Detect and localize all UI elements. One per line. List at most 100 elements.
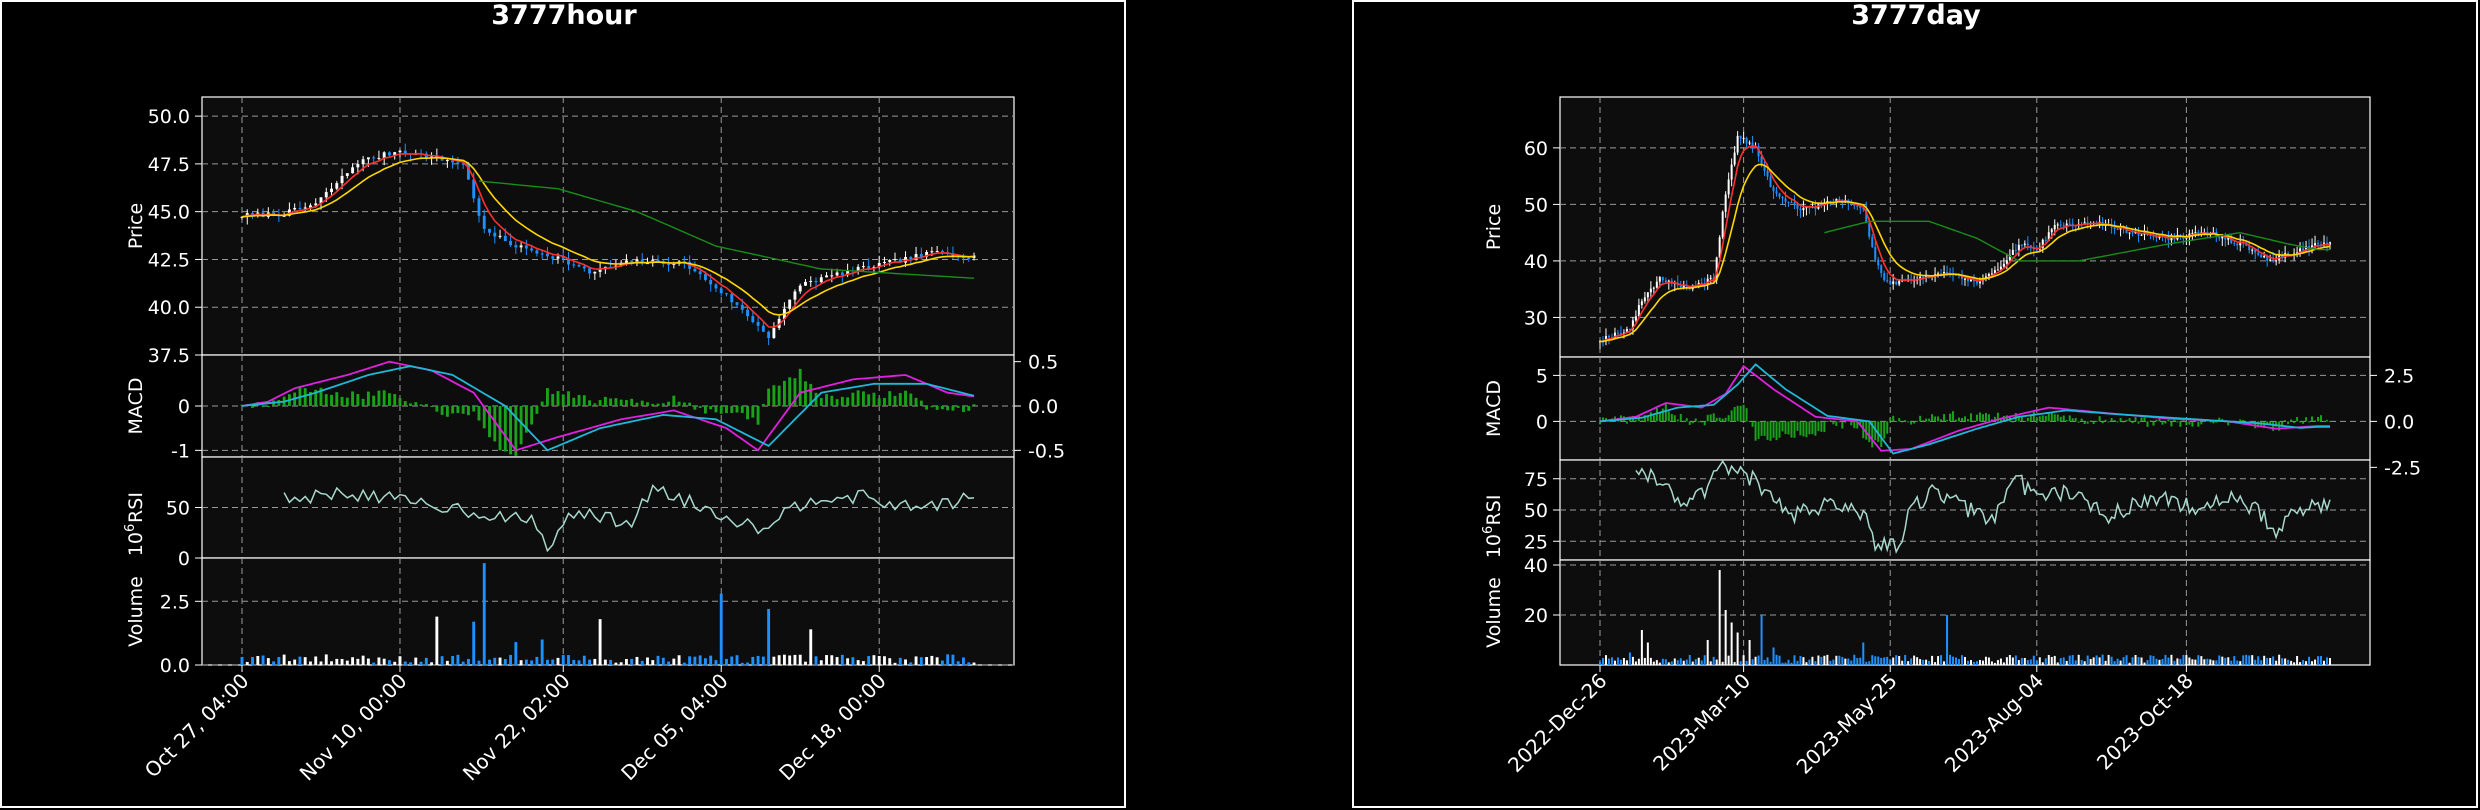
macd-hist-bar: [1808, 421, 1811, 435]
volume-bar: [2305, 661, 2308, 665]
volume-bar: [1981, 660, 1984, 665]
volume-bar: [630, 658, 634, 665]
macd-hist-bar: [430, 406, 434, 407]
volume-bar: [2251, 655, 2254, 665]
volume-bar: [482, 563, 486, 665]
macd-hist-bar: [1898, 418, 1901, 422]
macd-hist-bar: [1952, 411, 1955, 422]
macd-hist-bar: [888, 391, 892, 406]
macd-hist-bar: [2227, 421, 2230, 426]
candle-body: [1868, 223, 1871, 237]
macd-hist-bar: [972, 404, 976, 406]
candle-body: [2233, 243, 2236, 245]
macd-hist-bar: [893, 395, 897, 406]
macd-hist-bar: [1993, 416, 1996, 422]
candle-body: [2260, 254, 2263, 258]
macd-hist-bar: [1928, 418, 1931, 422]
macd-hist-bar: [846, 397, 850, 406]
macd-hist-bar: [2242, 419, 2245, 422]
candle-body: [1736, 135, 1739, 153]
macd-hist-bar: [1691, 421, 1694, 424]
volume-bar: [2038, 657, 2041, 665]
volume-bar: [1892, 657, 1895, 665]
macd-hist-bar: [1757, 421, 1760, 439]
macd-hist-bar: [725, 406, 728, 414]
macd-hist-bar: [962, 406, 965, 412]
vol-ylabel: Volume: [125, 576, 147, 647]
volume-bar: [2203, 659, 2206, 665]
macd-hist-bar: [2272, 421, 2275, 431]
macd-hist-bar: [540, 401, 544, 406]
volume-bar: [1883, 657, 1886, 665]
macd-hist-bar: [2320, 415, 2323, 422]
candle-body: [1625, 328, 1628, 333]
volume-bar: [1784, 662, 1787, 665]
macd-hist-bar: [372, 395, 376, 406]
volume-bar: [2101, 654, 2104, 665]
volume-bar: [361, 655, 365, 665]
volume-bar: [388, 660, 391, 665]
y-tick-label: 42.5: [148, 249, 190, 271]
y-tick-label: 0: [1536, 411, 1548, 433]
volume-bar: [1859, 657, 1862, 665]
candle-body: [630, 260, 634, 263]
volume-bar: [809, 629, 813, 665]
volume-bar: [835, 657, 839, 665]
volume-bar: [2188, 657, 2191, 665]
volume-bar: [1772, 647, 1775, 665]
volume-bar: [1685, 659, 1688, 665]
candle-body: [2326, 242, 2329, 245]
macd-hist-bar: [2176, 421, 2179, 423]
macd-hist-bar: [1793, 421, 1796, 438]
macd-hist-bar: [2050, 412, 2053, 422]
candle-body: [488, 228, 491, 233]
y-tick-label: 0.5: [1028, 352, 1058, 374]
candle-body: [788, 299, 792, 309]
volume-bar: [1745, 660, 1748, 665]
volume-bar: [2053, 655, 2056, 665]
volume-bar: [1928, 660, 1931, 665]
volume-bar: [519, 660, 523, 665]
candle-body: [456, 162, 460, 164]
macd-hist-bar: [1742, 404, 1745, 422]
macd-hist-bar: [2143, 417, 2146, 422]
y-tick-label: 0: [178, 548, 190, 570]
candle-body: [2167, 237, 2170, 241]
volume-bar: [1946, 615, 1949, 665]
macd-hist-bar: [309, 391, 312, 406]
macd-hist-bar: [1748, 421, 1751, 423]
volume-bar: [1625, 660, 1628, 665]
candle-body: [1892, 281, 1895, 284]
macd-hist-bar: [567, 391, 570, 406]
volume-bar: [293, 659, 297, 665]
macd-hist-bar: [1625, 421, 1628, 424]
macd-hist-bar: [856, 390, 860, 406]
volume-bars: [240, 563, 976, 665]
volume-bar: [2200, 656, 2203, 665]
volume-bar: [2023, 657, 2026, 665]
macd-hist-bar: [2209, 421, 2212, 423]
candle-body: [1607, 336, 1610, 338]
candle-body: [1631, 320, 1634, 330]
macd-hist-bar: [2128, 418, 2131, 422]
volume-bar: [2329, 658, 2331, 665]
volume-bar: [1670, 661, 1673, 665]
volume-bar: [356, 658, 360, 665]
candle-body: [809, 280, 813, 282]
volume-bar: [793, 654, 797, 665]
volume-bar: [2077, 654, 2080, 665]
macd-hist-bar: [2308, 421, 2311, 423]
candle-body: [598, 269, 602, 272]
volume-bar: [551, 659, 555, 665]
volume-bar: [782, 654, 786, 665]
macd-hist-bar: [2089, 420, 2092, 422]
macd-hist-bar: [2305, 417, 2308, 422]
candle-body: [1790, 202, 1793, 204]
macd-hist-bar: [1796, 421, 1799, 431]
macd-hist-bar: [2065, 420, 2068, 422]
macd-hist-bar: [1901, 421, 1904, 423]
macd-hist-bar: [514, 406, 518, 456]
volume-bar: [382, 658, 386, 665]
macd-hist-bar: [1640, 420, 1643, 422]
volume-bar: [2104, 660, 2107, 665]
